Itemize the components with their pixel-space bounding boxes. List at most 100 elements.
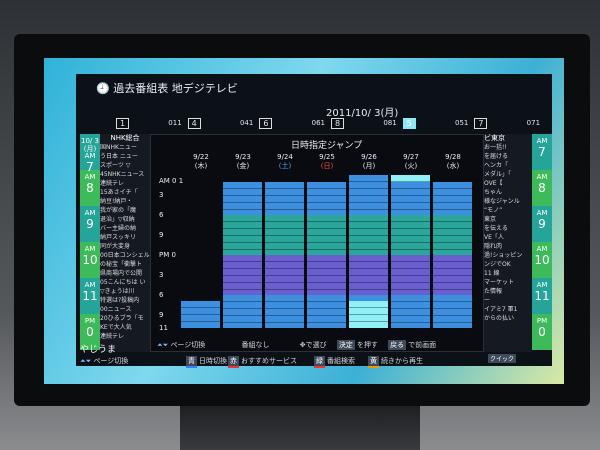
time-slot[interactable]: [265, 181, 304, 215]
time-slot[interactable]: [223, 254, 262, 295]
day-column[interactable]: [433, 175, 472, 328]
red-button[interactable]: 赤おすすめサービス: [228, 356, 297, 368]
program-entry[interactable]: マーケット: [484, 279, 515, 286]
blue-button[interactable]: 青日時切換: [186, 356, 227, 368]
program-entry[interactable]: 20ひるブラ「モ: [100, 315, 144, 322]
program-entry[interactable]: 様なジャンル: [484, 198, 520, 205]
time-slot[interactable]: [433, 214, 472, 255]
program-entry[interactable]: OVE【: [484, 180, 503, 187]
program-entry[interactable]: からの払い: [484, 315, 515, 322]
channel-tab[interactable]: 4 041: [187, 116, 260, 130]
program-entry[interactable]: 過!ショッピン: [484, 252, 523, 259]
program-entry[interactable]: バー主婦の納: [100, 225, 137, 232]
time-slot[interactable]: [349, 214, 388, 255]
day-column[interactable]: [265, 175, 304, 328]
time-slot[interactable]: [181, 301, 220, 328]
time-slot[interactable]: [391, 175, 430, 215]
channel-tab[interactable]: 1 011: [116, 116, 188, 130]
program-entry[interactable]: 納戸スッキリ: [100, 234, 137, 241]
time-block: AM 8: [80, 170, 100, 206]
program-entry[interactable]: 連続テレ: [100, 180, 125, 187]
time-slot[interactable]: [265, 254, 304, 295]
time-slot[interactable]: [265, 294, 304, 328]
program-entry[interactable]: 特選は?投稿内: [100, 297, 140, 304]
time-slot[interactable]: [433, 294, 472, 328]
program-entry[interactable]: 連続テレ: [100, 333, 125, 340]
program-entry[interactable]: ンジでOK: [484, 261, 511, 268]
program-entry[interactable]: 国NHKニュー: [100, 144, 137, 151]
day-column[interactable]: [181, 175, 220, 328]
program-entry[interactable]: 我が家の「魔: [100, 207, 137, 214]
day-dow: (月): [362, 162, 376, 170]
time-slot[interactable]: [391, 294, 430, 328]
selected-slot[interactable]: [391, 175, 430, 182]
channel-tab[interactable]: 8 081: [331, 116, 403, 130]
green-button[interactable]: 緑番組検索: [314, 356, 355, 368]
time-hour: 7: [86, 160, 94, 175]
left-program-column[interactable]: NHK総合 国NHKニュー う日本 ニュー スポーツ ▽ 45NHKニュース 連続テレ 15…: [100, 134, 150, 352]
time-slot[interactable]: [349, 254, 388, 295]
blue-key: 青: [186, 356, 197, 368]
right-program-column[interactable]: ビ東京 お一括!! を届ける ヘンカ「 メダル」「 OVE【 ちゃん 様なジャンル “モノ” 東京…: [484, 134, 532, 352]
channel-button: 8: [331, 117, 345, 129]
green-label: 番組検索: [327, 357, 355, 365]
program-entry[interactable]: の秘宝「衝撃ト: [100, 261, 143, 268]
program-entry[interactable]: を届ける: [484, 153, 509, 160]
day-column[interactable]: [391, 175, 430, 328]
program-entry[interactable]: う日本 ニュー: [100, 153, 138, 160]
program-entry[interactable]: ▽きょうは川: [100, 288, 135, 295]
program-entry[interactable]: 45NHKニュース: [100, 171, 145, 178]
time-slot[interactable]: [391, 254, 430, 295]
program-entry[interactable]: 00日本コンシェル: [100, 252, 150, 259]
program-entry[interactable]: 隠れ肉: [484, 243, 503, 250]
program-entry[interactable]: お一括!!: [484, 144, 507, 151]
time-slot[interactable]: [307, 254, 346, 295]
channel-row: 1 011 4 041 6 061 8 081 5 051 7 071: [116, 116, 546, 130]
program-entry[interactable]: スポーツ ▽: [100, 162, 131, 169]
day-date: 9/22: [193, 153, 209, 161]
program-entry[interactable]: VE「人: [484, 234, 504, 241]
program-entry[interactable]: 県商場内で公開: [100, 270, 143, 277]
program-entry[interactable]: 11 線: [484, 270, 500, 277]
program-entry[interactable]: ヘンカ「: [484, 162, 509, 169]
day-column[interactable]: [307, 175, 346, 328]
time-slot[interactable]: [265, 214, 304, 255]
time-slot[interactable]: [433, 254, 472, 295]
day-date: 9/26: [361, 153, 377, 161]
program-entry[interactable]: イアミ7 軍1: [484, 306, 518, 313]
program-entry[interactable]: 15あさイチ「: [100, 189, 138, 196]
program-entry[interactable]: ちゃん: [484, 189, 503, 196]
page-switch-button[interactable]: ⏶⏷ ページ切換: [80, 356, 128, 366]
quick-button[interactable]: クイック: [488, 354, 517, 363]
time-slot[interactable]: [349, 175, 388, 215]
program-entry[interactable]: 00ニュース: [100, 306, 132, 313]
channel-code: 051: [454, 119, 469, 127]
program-entry[interactable]: 東京: [484, 216, 497, 223]
time-slot[interactable]: [307, 294, 346, 328]
program-entry[interactable]: た情報: [484, 288, 503, 295]
program-entry[interactable]: メダル」「: [484, 171, 512, 178]
channel-tab[interactable]: 5 051: [402, 116, 475, 130]
time-slot[interactable]: [223, 181, 262, 215]
program-entry[interactable]: 退治」▽収納: [100, 216, 135, 223]
program-entry[interactable]: 05こんにちは い: [100, 279, 146, 286]
program-entry[interactable]: “モノ”: [484, 207, 503, 214]
program-entry[interactable]: 同が大変身: [100, 243, 131, 250]
time-slot[interactable]: [307, 214, 346, 255]
day-column[interactable]: [223, 175, 262, 328]
yellow-button[interactable]: 黄続きから再生: [368, 356, 423, 368]
time-slot[interactable]: [223, 214, 262, 255]
channel-code: 041: [239, 119, 254, 127]
program-entry[interactable]: ー: [484, 297, 491, 304]
time-slot[interactable]: [391, 214, 430, 255]
time-slot[interactable]: [307, 181, 346, 215]
day-column[interactable]: [349, 175, 388, 328]
channel-tab[interactable]: 7 071: [474, 116, 546, 130]
program-entry[interactable]: を伝える: [484, 225, 508, 232]
program-entry[interactable]: 納豆!納戸・: [100, 198, 133, 205]
time-slot[interactable]: [433, 181, 472, 215]
program-entry[interactable]: KEで大人気: [100, 324, 132, 331]
channel-tab[interactable]: 6 061: [259, 116, 331, 130]
selected-slot[interactable]: [349, 301, 388, 328]
time-slot[interactable]: [223, 294, 262, 328]
